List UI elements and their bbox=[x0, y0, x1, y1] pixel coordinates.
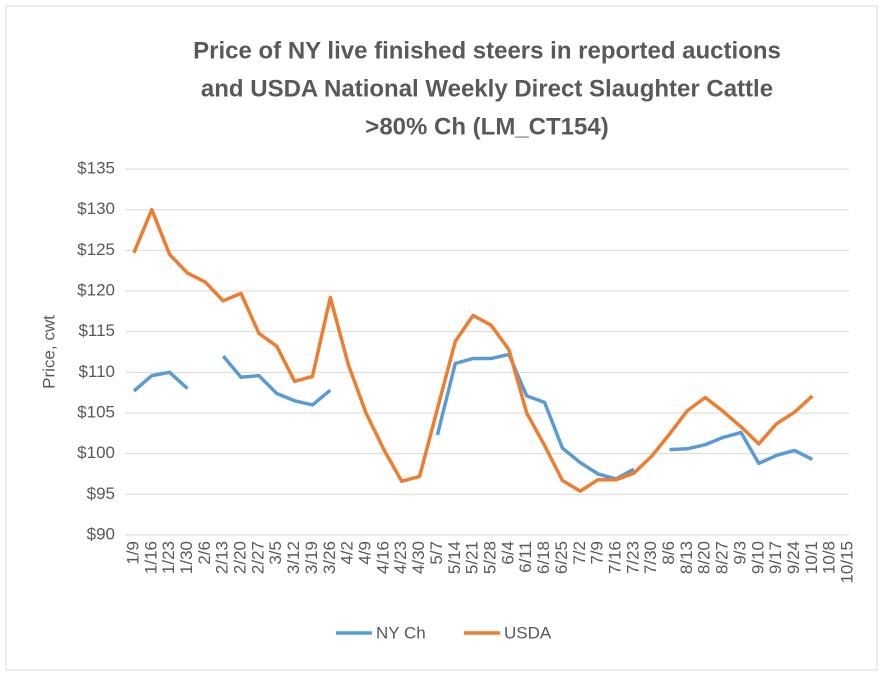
x-tick-label: 2/20 bbox=[231, 541, 250, 574]
x-tick-label: 5/14 bbox=[445, 541, 464, 574]
y-tick-label: $115 bbox=[78, 321, 115, 340]
x-tick-label: 8/13 bbox=[677, 541, 696, 574]
x-tick-label: 4/23 bbox=[391, 541, 410, 574]
x-tick-label: 10/1 bbox=[802, 541, 821, 574]
x-tick-label: 7/9 bbox=[588, 541, 607, 565]
y-tick-label: $95 bbox=[87, 484, 115, 503]
chart-title: Price of NY live finished steers in repo… bbox=[193, 37, 781, 64]
legend-label: NY Ch bbox=[376, 623, 426, 642]
x-tick-label: 1/9 bbox=[123, 541, 142, 565]
x-tick-label: 1/23 bbox=[159, 541, 178, 574]
y-tick-label: $135 bbox=[77, 158, 115, 177]
x-tick-label: 10/15 bbox=[838, 541, 857, 584]
y-tick-label: $90 bbox=[87, 524, 115, 543]
series-line bbox=[132, 207, 814, 493]
chart-title: and USDA National Weekly Direct Slaughte… bbox=[201, 75, 773, 102]
y-tick-label: $105 bbox=[77, 402, 115, 421]
x-tick-label: 3/19 bbox=[302, 541, 321, 574]
x-tick-label: 4/9 bbox=[356, 541, 375, 565]
x-tick-label: 4/2 bbox=[338, 541, 357, 565]
x-tick-label: 6/11 bbox=[516, 541, 535, 573]
chart-title: >80% Ch (LM_CT154) bbox=[365, 113, 608, 140]
x-tick-label: 9/3 bbox=[730, 541, 749, 565]
x-tick-label: 4/30 bbox=[409, 541, 428, 574]
x-tick-label: 5/7 bbox=[427, 541, 446, 565]
x-tick-label: 7/30 bbox=[641, 541, 660, 574]
x-tick-label: 9/17 bbox=[766, 541, 785, 574]
y-tick-label: $120 bbox=[77, 280, 115, 299]
x-tick-label: 7/2 bbox=[570, 541, 589, 565]
x-tick-label: 6/4 bbox=[498, 541, 517, 565]
x-tick-label: 3/26 bbox=[320, 541, 339, 574]
x-tick-label: 8/27 bbox=[713, 541, 732, 574]
x-tick-label: 2/27 bbox=[248, 541, 267, 574]
y-axis-label: Price, cwt bbox=[39, 315, 58, 389]
x-tick-label: 6/18 bbox=[534, 541, 553, 574]
y-tick-label: $125 bbox=[77, 240, 115, 259]
x-tick-label: 5/28 bbox=[480, 541, 499, 574]
x-tick-label: 2/6 bbox=[195, 541, 214, 565]
x-tick-label: 5/21 bbox=[463, 541, 482, 574]
x-tick-label: 2/13 bbox=[213, 541, 232, 574]
x-tick-label: 9/24 bbox=[784, 541, 803, 574]
legend-label: USDA bbox=[504, 623, 552, 642]
y-tick-label: $100 bbox=[77, 443, 115, 462]
x-tick-label: 6/25 bbox=[552, 541, 571, 574]
x-tick-label: 1/16 bbox=[141, 541, 160, 574]
series-line bbox=[132, 352, 814, 481]
x-tick-label: 8/6 bbox=[659, 541, 678, 565]
y-tick-label: $110 bbox=[78, 362, 115, 381]
x-tick-label: 3/5 bbox=[266, 541, 285, 565]
x-tick-label: 9/10 bbox=[748, 541, 767, 574]
x-tick-label: 1/30 bbox=[177, 541, 196, 574]
x-tick-label: 7/16 bbox=[605, 541, 624, 574]
x-tick-label: 10/8 bbox=[820, 541, 839, 574]
x-tick-label: 3/12 bbox=[284, 541, 303, 574]
x-tick-label: 4/16 bbox=[373, 541, 392, 574]
y-tick-label: $130 bbox=[77, 199, 115, 218]
chart-frame bbox=[5, 5, 878, 671]
x-tick-label: 8/20 bbox=[695, 541, 714, 574]
x-tick-label: 7/23 bbox=[623, 541, 642, 574]
